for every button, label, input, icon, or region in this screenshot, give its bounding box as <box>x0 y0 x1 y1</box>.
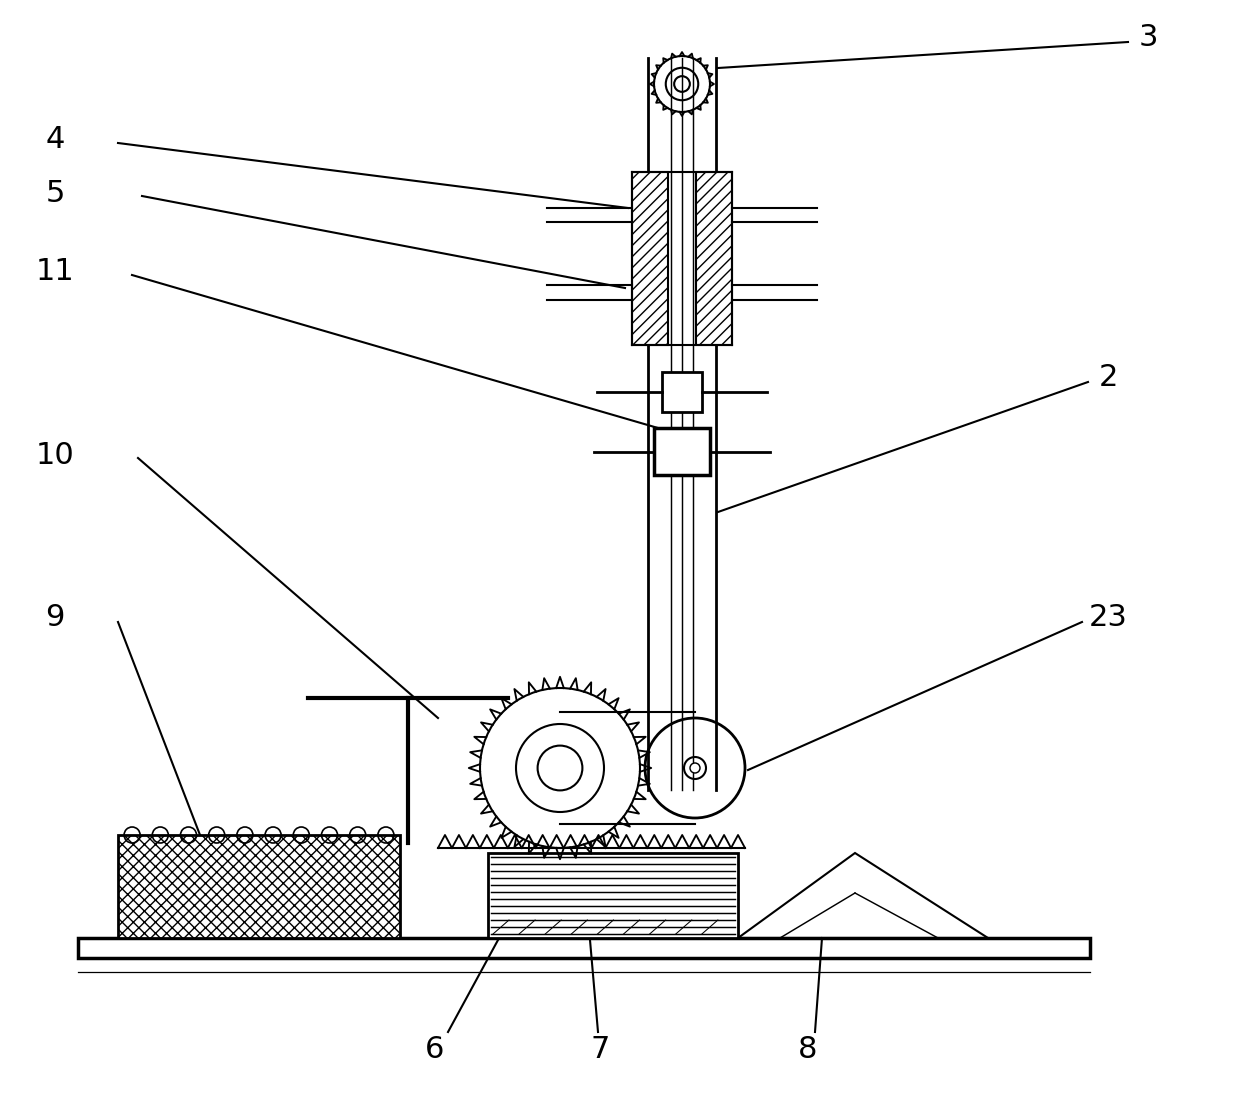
Text: 11: 11 <box>36 257 74 286</box>
Text: 4: 4 <box>46 126 64 155</box>
Bar <box>118 835 401 938</box>
Bar <box>78 938 1090 958</box>
Text: 6: 6 <box>425 1035 445 1064</box>
Text: 9: 9 <box>46 603 64 632</box>
Text: 7: 7 <box>590 1035 610 1064</box>
Text: 3: 3 <box>1138 23 1158 53</box>
Bar <box>662 372 702 412</box>
Bar <box>653 428 711 475</box>
Text: 23: 23 <box>1089 603 1127 632</box>
Bar <box>696 172 732 345</box>
Circle shape <box>689 762 701 773</box>
Bar <box>632 172 668 345</box>
Text: 10: 10 <box>36 441 74 470</box>
Text: 8: 8 <box>799 1035 817 1064</box>
Text: 5: 5 <box>46 179 64 208</box>
Bar <box>489 853 738 938</box>
Text: 2: 2 <box>1099 364 1117 392</box>
